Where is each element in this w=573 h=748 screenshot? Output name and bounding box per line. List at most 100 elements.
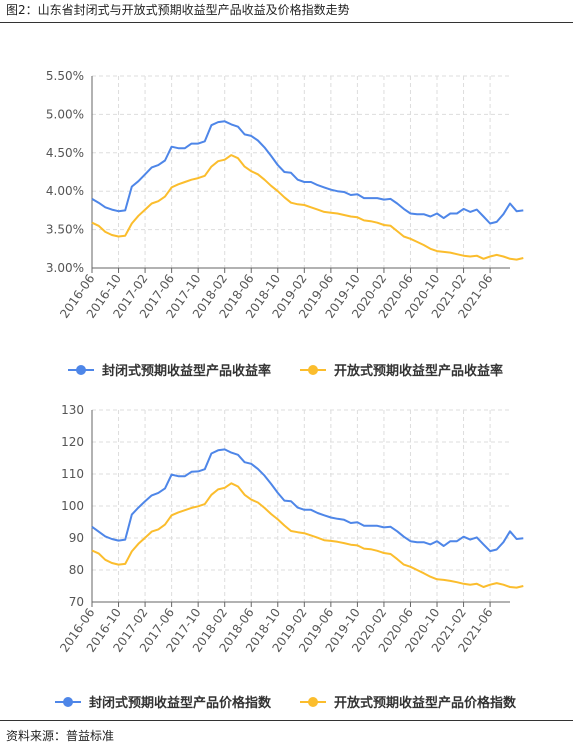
data-point [429,576,431,578]
data-point [137,215,139,217]
data-point [396,230,398,232]
legend-marker [63,697,73,707]
data-point [456,540,458,542]
data-point [118,540,120,542]
data-point [516,587,518,589]
data-point [483,586,485,588]
data-point [370,220,372,222]
data-point [323,539,325,541]
data-point [217,488,219,490]
data-point [151,494,153,496]
yield-rate-chart: 3.00%3.50%4.00%4.50%5.00%5.50%2016-06201… [46,69,524,379]
data-point [230,123,232,125]
data-point [449,252,451,254]
data-point [270,513,272,515]
data-point [350,522,352,524]
legend-label: 封闭式预期收益型产品收益率 [102,363,271,379]
series-line-0 [91,448,524,553]
data-point [277,492,279,494]
data-point [310,534,312,536]
data-point [343,214,345,216]
data-point [496,254,498,256]
data-point [157,492,159,494]
data-point [144,537,146,539]
data-point [489,550,491,552]
legend-marker [308,365,318,375]
data-point [157,164,159,166]
data-point [171,186,173,188]
data-point [509,203,511,205]
data-point [363,197,365,199]
data-point [509,258,511,260]
data-point [522,209,524,211]
data-point [410,566,412,568]
data-point [476,255,478,257]
data-point [463,536,465,538]
data-point [257,468,259,470]
data-point [303,532,305,534]
data-point [410,238,412,240]
data-point [469,256,471,258]
data-point [489,584,491,586]
data-point [217,160,219,162]
data-point [370,197,372,199]
data-point [403,208,405,210]
data-point [297,179,299,181]
data-point [250,135,252,137]
data-point [376,550,378,552]
data-point [337,518,339,520]
data-point [104,206,106,208]
data-point [303,509,305,511]
y-tick-label: 70 [69,595,84,609]
data-point [469,211,471,213]
data-point [297,507,299,509]
data-point [356,521,358,523]
data-point [310,181,312,183]
y-tick-label: 4.50% [46,146,84,160]
data-point [330,212,332,214]
data-point [383,199,385,201]
data-point [403,564,405,566]
data-point [98,225,100,227]
data-point [363,548,365,550]
y-tick-label: 130 [61,403,84,417]
data-point [111,234,113,236]
data-point [356,216,358,218]
data-point [456,581,458,583]
price-index-chart: 7080901001101201302016-062016-102017-022… [55,403,524,711]
data-point [416,569,418,571]
data-point [184,475,186,477]
data-point [131,223,133,225]
data-point [257,502,259,504]
data-point [104,231,106,233]
y-tick-label: 4.00% [46,184,84,198]
data-point [456,253,458,255]
data-point [489,256,491,258]
data-point [317,512,319,514]
data-point [396,203,398,205]
y-tick-label: 100 [61,499,84,513]
data-point [363,525,365,527]
data-point [483,543,485,545]
source-note: 资料来源：普益标准 [6,729,115,743]
data-point [522,537,524,539]
data-point [230,452,232,454]
data-point [290,172,292,174]
data-point [303,204,305,206]
data-point [489,223,491,225]
data-point [257,173,259,175]
data-point [283,525,285,527]
data-point [283,196,285,198]
data-point [204,468,206,470]
data-point [264,179,266,181]
data-point [436,250,438,252]
data-point [310,509,312,511]
data-point [197,177,199,179]
data-point [250,463,252,465]
data-point [230,482,232,484]
data-point [303,181,305,183]
data-point [416,213,418,215]
data-point [191,471,193,473]
y-tick-label: 5.00% [46,107,84,121]
data-point [330,189,332,191]
